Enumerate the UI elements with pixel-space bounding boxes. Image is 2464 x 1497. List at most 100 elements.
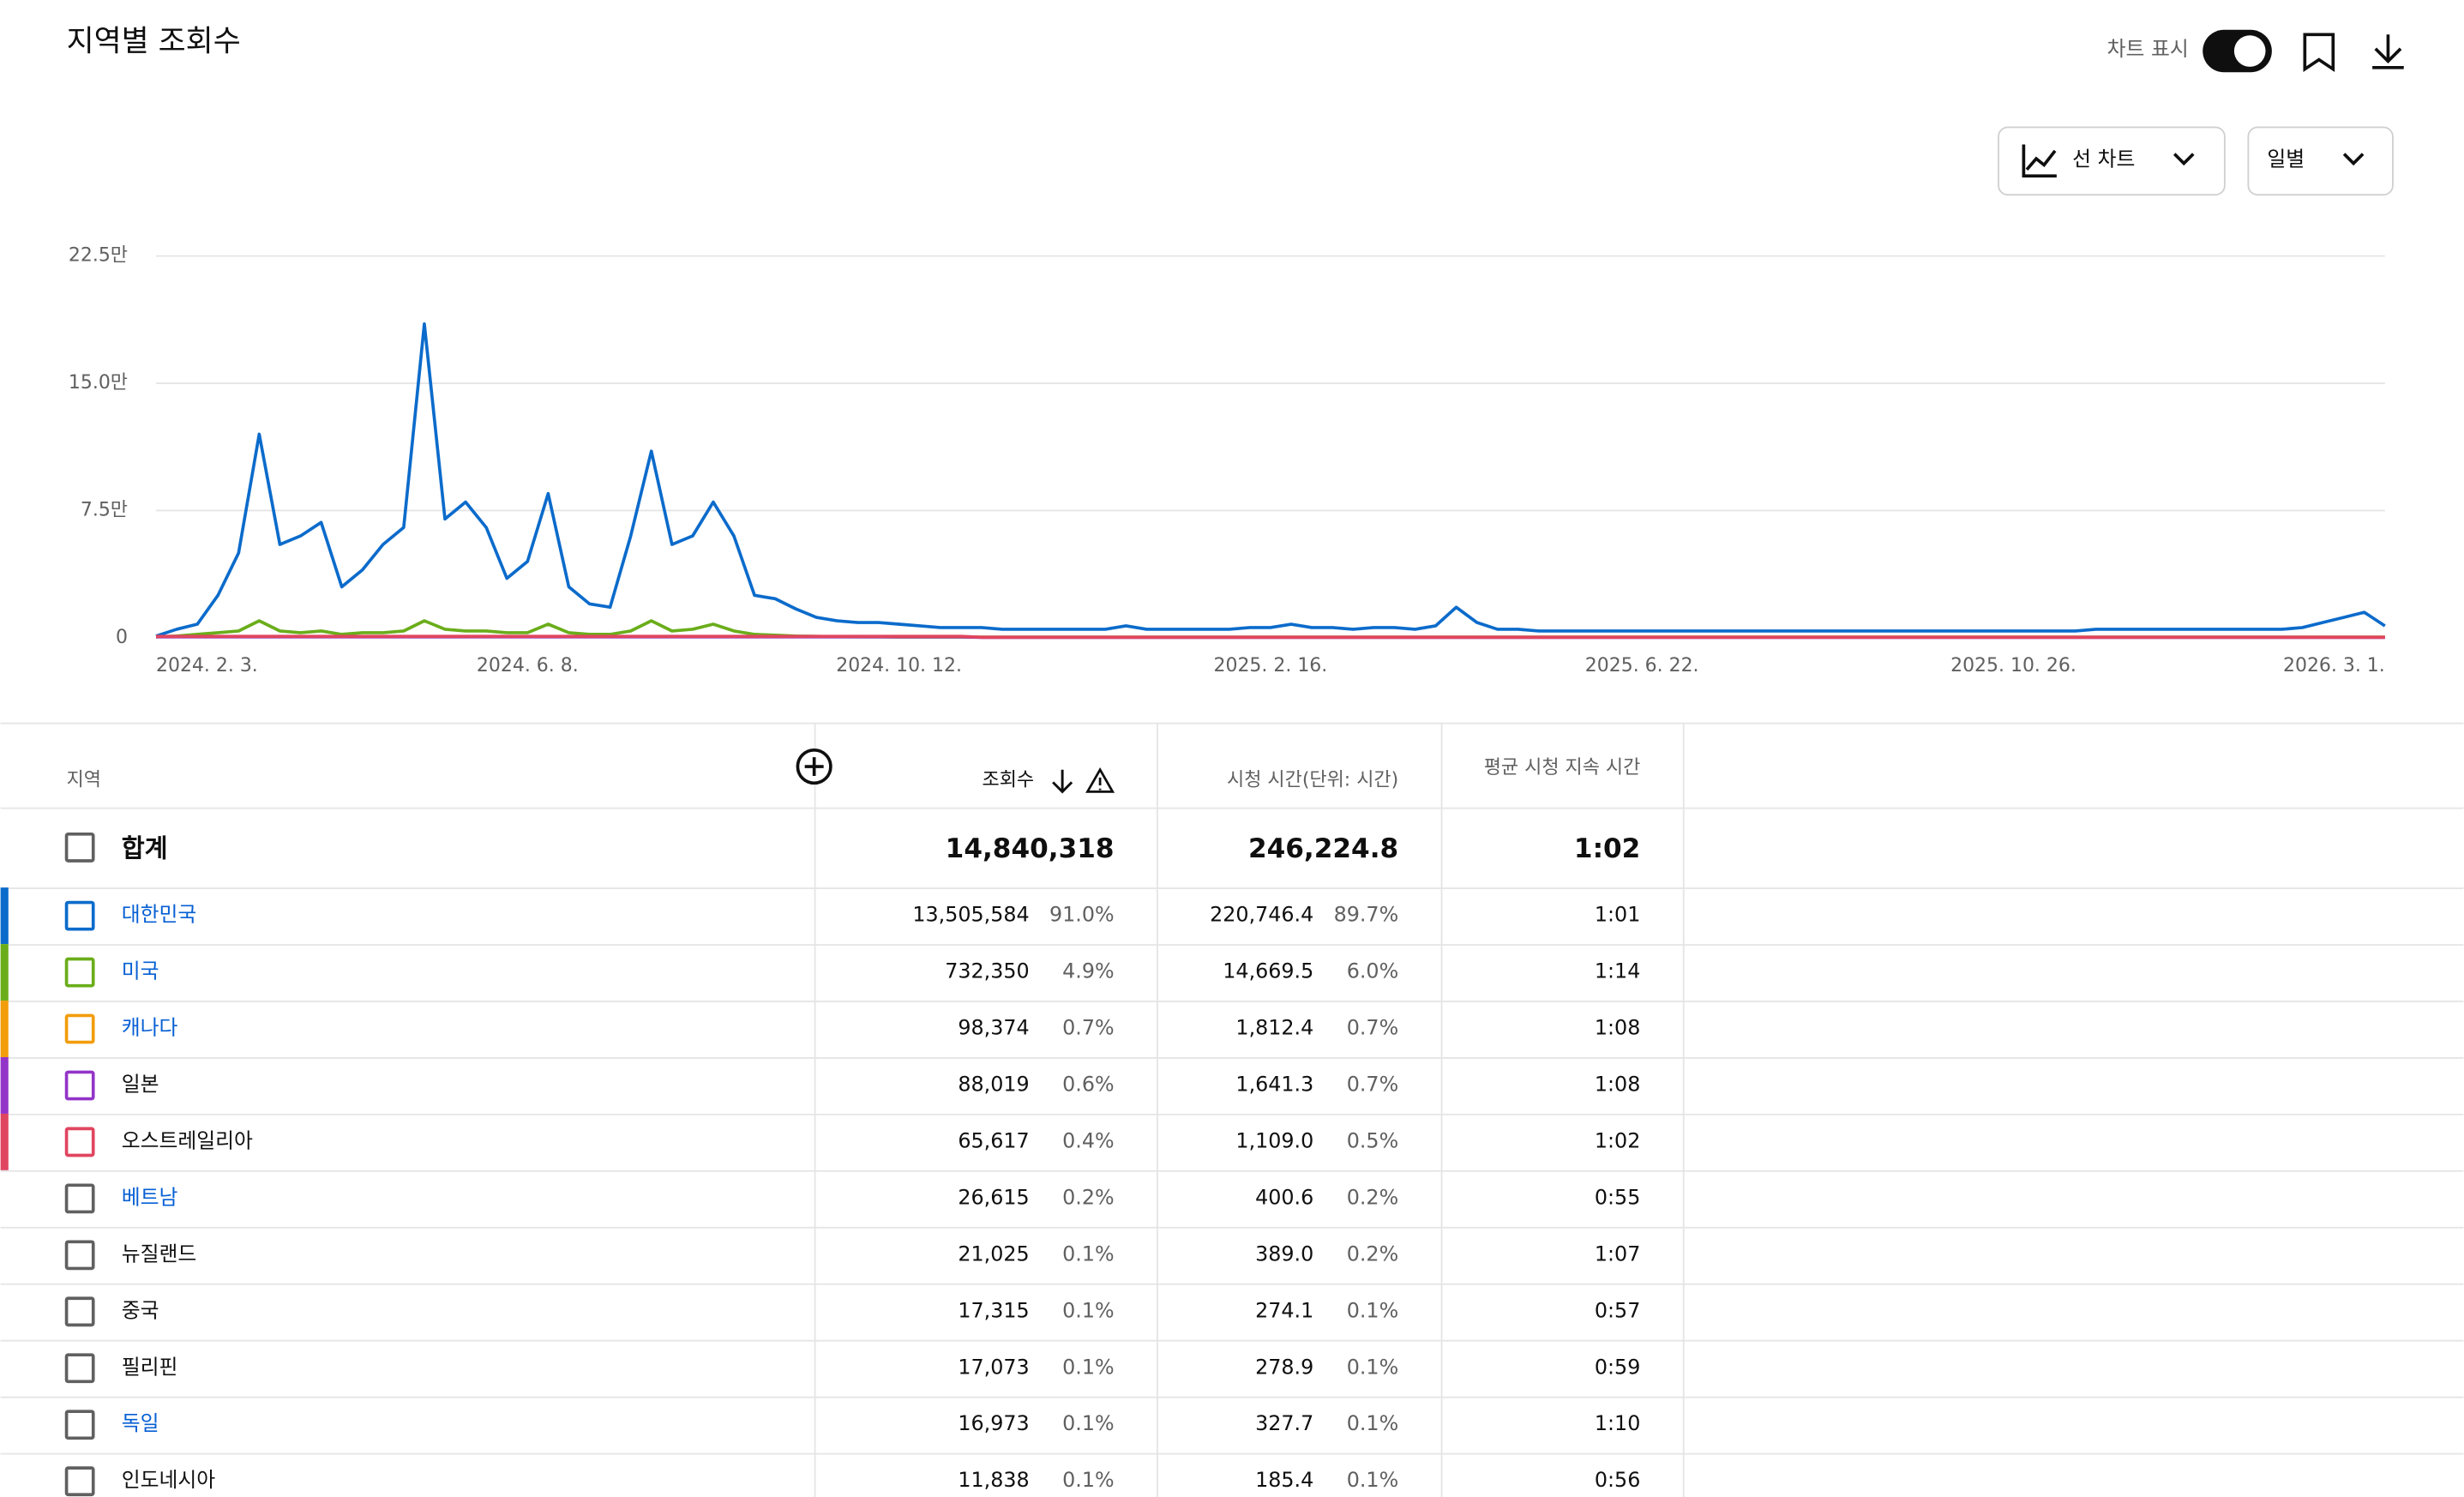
views-share: 0.1% xyxy=(1062,1355,1114,1379)
chart-toggle[interactable] xyxy=(2203,29,2272,73)
avg-duration: 0:55 xyxy=(1595,1185,1640,1209)
watch-time-share: 0.2% xyxy=(1347,1185,1398,1209)
region-name[interactable]: 독일 xyxy=(122,1411,159,1435)
column-header[interactable]: 조회수 xyxy=(983,770,1035,791)
views-share: 4.9% xyxy=(1062,959,1114,983)
views-share: 0.1% xyxy=(1062,1468,1114,1492)
views: 26,615 xyxy=(958,1185,1029,1209)
checkbox[interactable] xyxy=(64,1127,95,1157)
avg-duration: 0:59 xyxy=(1595,1355,1640,1379)
views-share: 0.1% xyxy=(1062,1411,1114,1435)
region-name[interactable]: 미국 xyxy=(122,959,159,983)
checkbox[interactable] xyxy=(64,1466,95,1497)
views: 11,838 xyxy=(958,1468,1029,1492)
column-header: 지역 xyxy=(67,770,101,791)
watch-time-share: 0.1% xyxy=(1347,1468,1398,1492)
checkbox[interactable] xyxy=(64,1240,95,1271)
avg-duration: 0:57 xyxy=(1595,1298,1640,1322)
series-line xyxy=(155,322,2386,638)
checkbox[interactable] xyxy=(64,1296,95,1327)
add-column-button[interactable] xyxy=(796,748,832,785)
region-name: 일본 xyxy=(122,1072,159,1096)
watch-time-share: 6.0% xyxy=(1347,959,1398,983)
views: 21,025 xyxy=(958,1241,1029,1266)
total-watch-time: 246,224.8 xyxy=(1248,833,1398,864)
region-table: 지역 조회수 시청 시간(단위: 시간) 평균 시청 지속 시간 합계 14,8… xyxy=(0,722,2464,1497)
y-tick-label: 15.0만 xyxy=(69,372,128,394)
toggle-label: 차트 표시 xyxy=(2107,37,2189,61)
avg-duration: 1:14 xyxy=(1595,959,1640,983)
y-tick-label: 22.5만 xyxy=(69,245,128,267)
watch-time-share: 89.7% xyxy=(1334,903,1399,927)
watch-time-share: 0.2% xyxy=(1347,1241,1398,1266)
avg-duration: 1:08 xyxy=(1595,1016,1640,1040)
checkbox[interactable] xyxy=(64,957,95,988)
region-name: 인도네시아 xyxy=(122,1468,216,1492)
column-header[interactable]: 평균 시청 지속 시간 xyxy=(1484,757,1641,779)
views-share: 0.7% xyxy=(1062,1016,1114,1040)
region-name: 중국 xyxy=(122,1298,159,1322)
views-share: 0.2% xyxy=(1062,1185,1114,1209)
views-share: 0.1% xyxy=(1062,1298,1114,1322)
avg-duration: 0:56 xyxy=(1595,1468,1640,1492)
watch-time-share: 0.1% xyxy=(1347,1355,1398,1379)
views-share: 91.0% xyxy=(1049,903,1115,927)
card-title: 지역별 조회수 xyxy=(67,24,241,58)
checkbox[interactable] xyxy=(64,1070,95,1101)
views: 88,019 xyxy=(958,1072,1029,1096)
checkbox[interactable] xyxy=(64,1013,95,1044)
avg-duration: 1:08 xyxy=(1595,1072,1640,1096)
watch-time: 274.1 xyxy=(1255,1298,1313,1322)
region-name[interactable]: 캐나다 xyxy=(122,1016,178,1040)
views: 65,617 xyxy=(958,1128,1029,1152)
total-views: 14,840,318 xyxy=(946,833,1115,864)
interval-label: 일별 xyxy=(2267,147,2305,171)
region-name[interactable]: 대한민국 xyxy=(122,903,197,927)
interval-dropdown[interactable] xyxy=(2247,126,2394,196)
region-name: 뉴질랜드 xyxy=(122,1241,197,1266)
views-share: 0.1% xyxy=(1062,1241,1114,1266)
sort-icon xyxy=(1052,769,1073,794)
warning-icon xyxy=(1085,767,1115,793)
y-tick-label: 0 xyxy=(116,627,128,648)
views: 17,073 xyxy=(958,1355,1029,1379)
views: 732,350 xyxy=(945,959,1029,983)
total-label: 합계 xyxy=(122,834,168,863)
watch-time: 14,669.5 xyxy=(1223,959,1313,983)
region-name: 오스트레일리아 xyxy=(122,1128,253,1152)
watch-time-share: 0.7% xyxy=(1347,1072,1398,1096)
views: 98,374 xyxy=(958,1016,1029,1040)
x-tick-label: 2025. 2. 16. xyxy=(1214,655,1328,676)
series-line xyxy=(156,634,2385,640)
x-tick-label: 2025. 10. 26. xyxy=(1950,655,2076,676)
bookmark-button[interactable] xyxy=(2303,33,2335,73)
x-tick-label: 2024. 2. 3. xyxy=(156,655,258,676)
watch-time: 400.6 xyxy=(1255,1185,1313,1209)
avg-duration: 1:02 xyxy=(1595,1128,1640,1152)
checkbox[interactable] xyxy=(64,1410,95,1440)
checkbox[interactable] xyxy=(64,833,95,863)
watch-time-share: 0.7% xyxy=(1347,1016,1398,1040)
checkbox[interactable] xyxy=(64,1183,95,1214)
y-tick-label: 7.5만 xyxy=(81,499,128,520)
watch-time: 327.7 xyxy=(1255,1411,1313,1435)
watch-time: 1,641.3 xyxy=(1235,1072,1313,1096)
watch-time-share: 0.1% xyxy=(1347,1411,1398,1435)
row-color-bar xyxy=(0,887,9,945)
views: 17,315 xyxy=(958,1298,1029,1322)
views-share: 0.4% xyxy=(1062,1128,1114,1152)
row-color-bar xyxy=(0,1001,9,1058)
chart-type-dropdown[interactable] xyxy=(1998,126,2226,196)
checkbox[interactable] xyxy=(64,900,95,931)
x-tick-label: 2026. 3. 1. xyxy=(2283,655,2385,676)
watch-time-share: 0.1% xyxy=(1347,1298,1398,1322)
watch-time: 185.4 xyxy=(1255,1468,1313,1492)
region-name[interactable]: 베트남 xyxy=(122,1185,178,1209)
views-share: 0.6% xyxy=(1062,1072,1114,1096)
checkbox[interactable] xyxy=(64,1353,95,1384)
download-button[interactable] xyxy=(2372,34,2404,69)
x-tick-label: 2024. 6. 8. xyxy=(477,655,579,676)
column-header[interactable]: 시청 시간(단위: 시간) xyxy=(1227,770,1398,791)
